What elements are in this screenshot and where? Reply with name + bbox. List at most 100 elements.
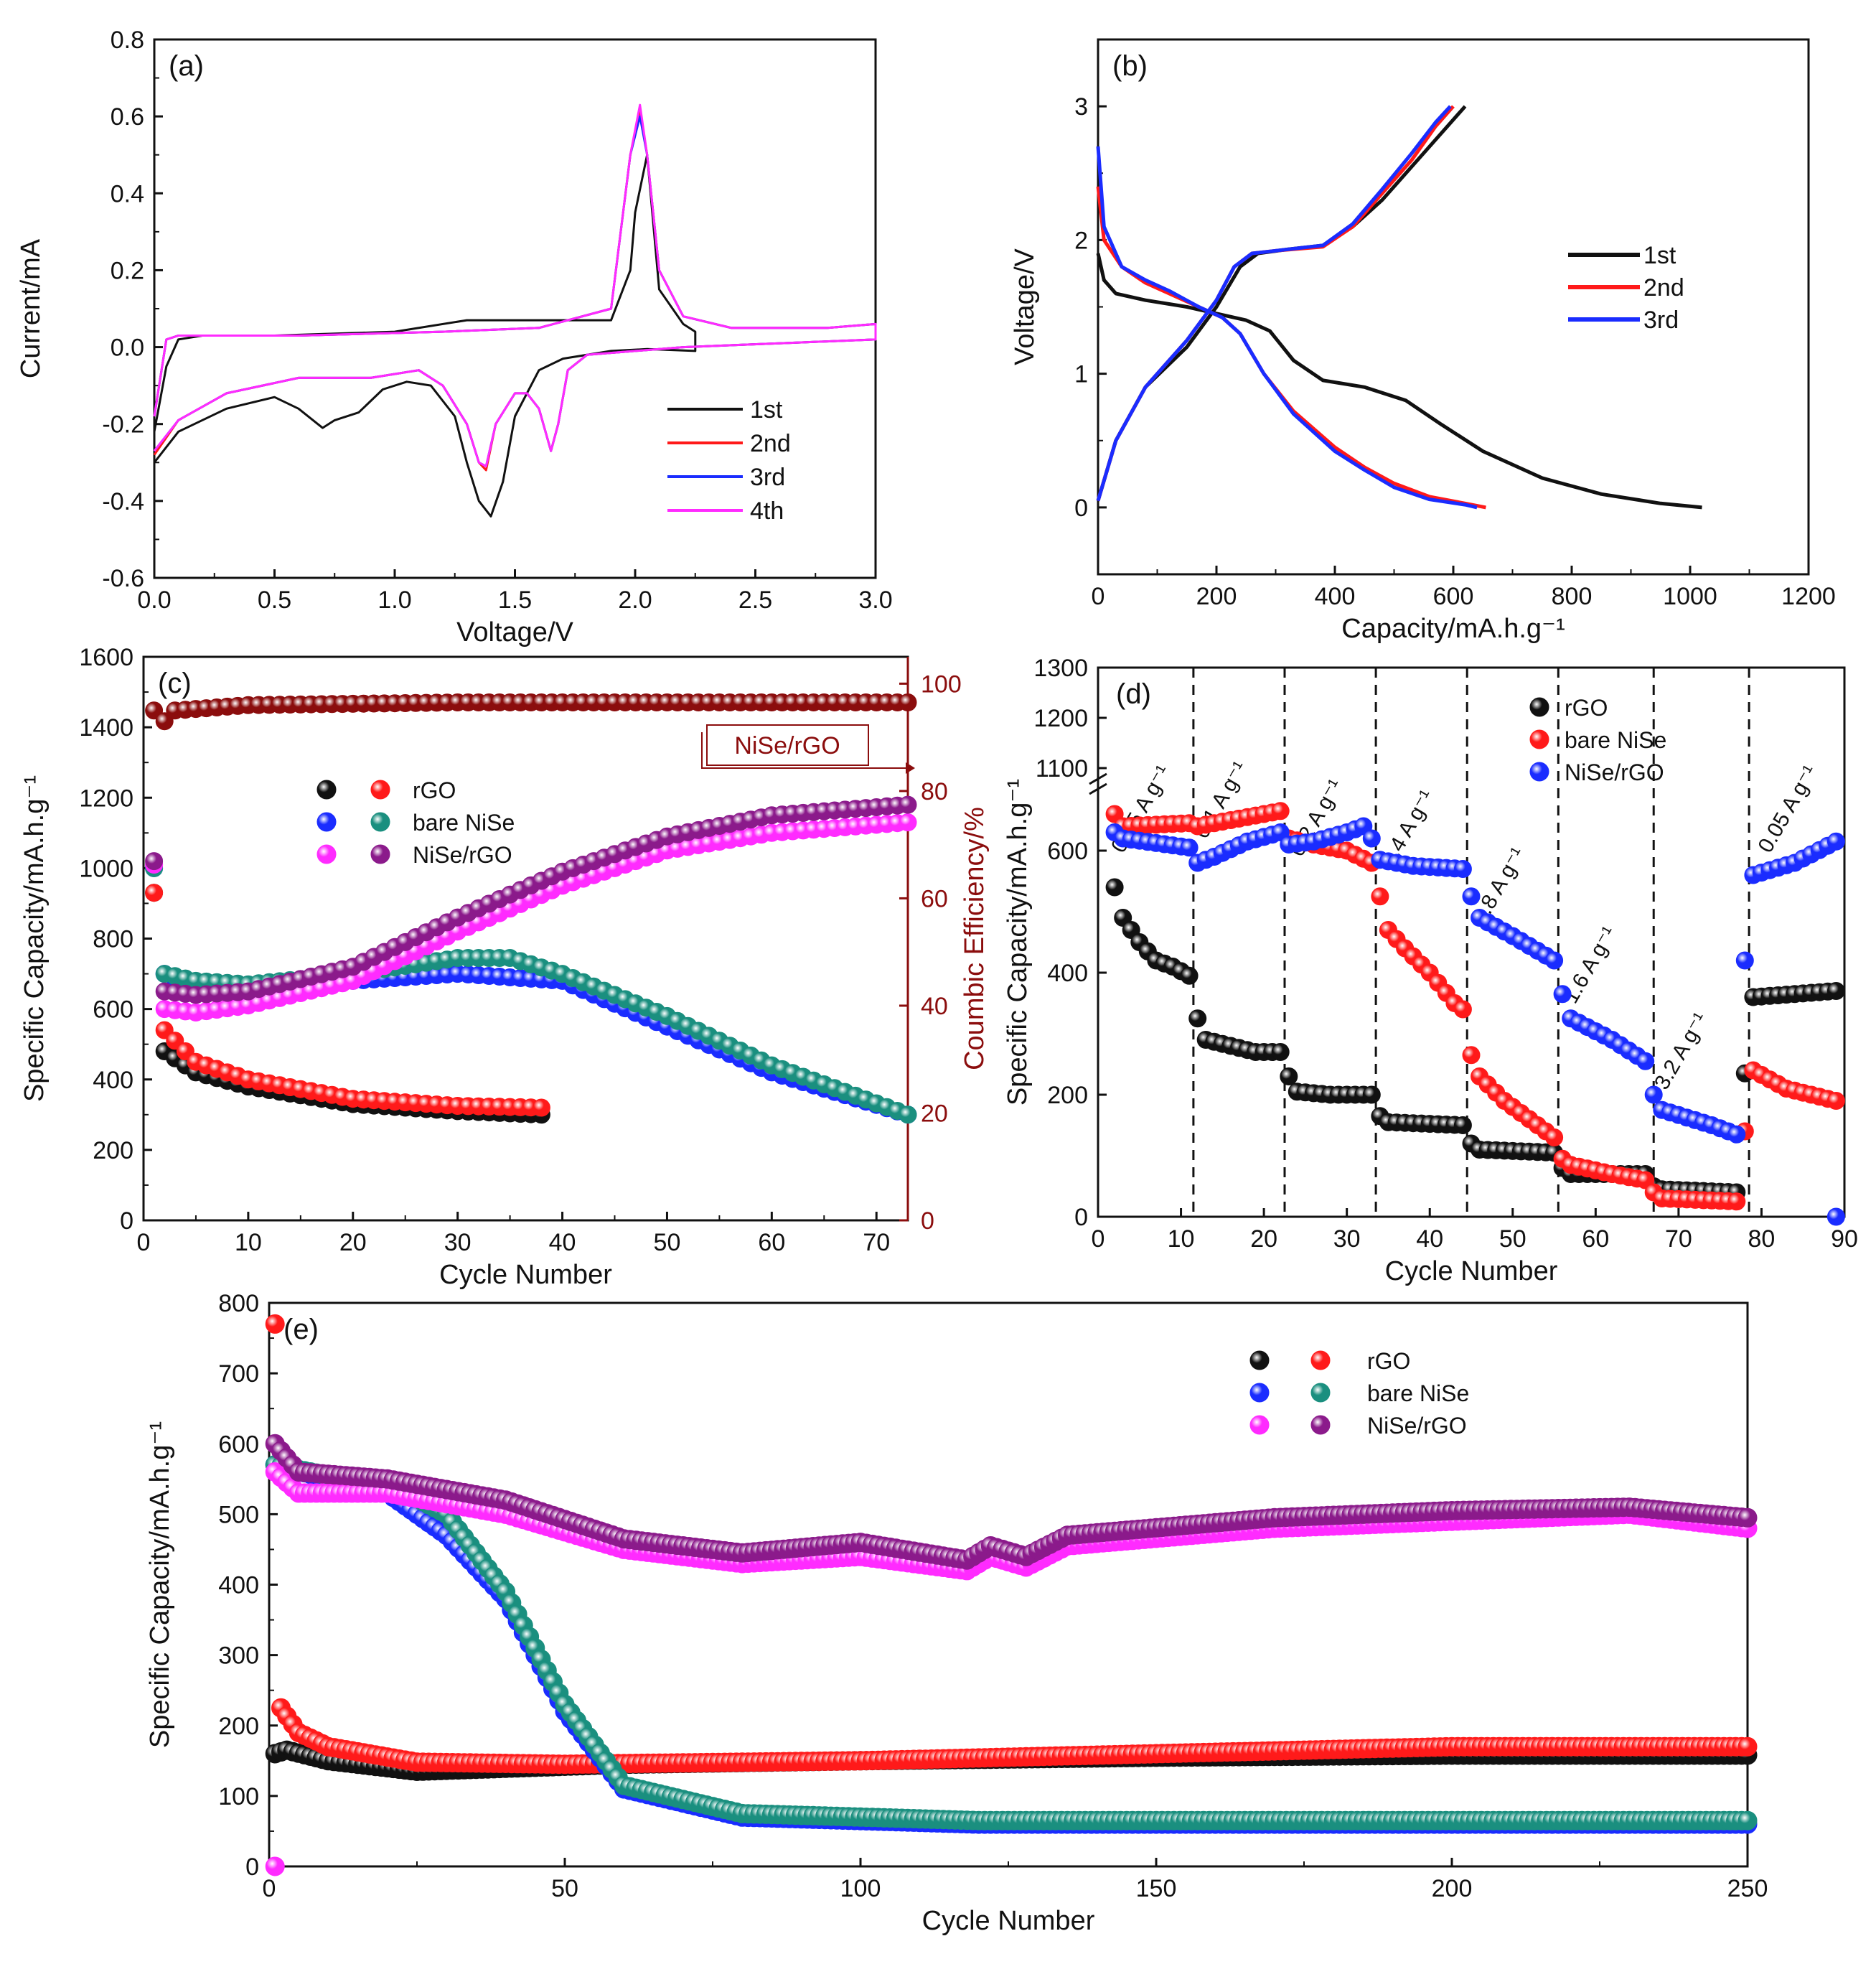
data-point-rGO-charge	[1737, 1736, 1758, 1757]
y-tick-label: 1200	[79, 785, 133, 812]
legend-marker	[1249, 1350, 1270, 1370]
legend-label: rGO	[1565, 695, 1608, 721]
y2-tick-label: 100	[921, 670, 962, 698]
legend-marker	[1529, 697, 1549, 717]
x-axis-title: Cycle Number	[439, 1260, 612, 1290]
data-point-NiSe-rGO-outlier	[1826, 1207, 1845, 1226]
y-tick-label: 200	[1047, 1082, 1088, 1109]
x-tick-label: 2.0	[618, 586, 652, 614]
legend-label: 3rd	[750, 464, 785, 491]
x-tick-label: 20	[1250, 1225, 1277, 1253]
x-tick-label: 50	[1499, 1225, 1526, 1253]
panel-label: (b)	[1112, 50, 1148, 82]
legend-label: 2nd	[1643, 274, 1684, 301]
y-tick-label: 100	[218, 1783, 259, 1810]
panel-e: 0 50 100 150 200 250 0 100 200 300 400 500 600 700 800…	[145, 1290, 1768, 1936]
data-point-bare-NiSe-charge	[899, 1105, 917, 1124]
y-tick-label: 0.6	[111, 103, 144, 131]
y-tick-label: -0.2	[102, 411, 144, 439]
legend-label: 4th	[750, 497, 784, 525]
y-tick-label: -0.4	[102, 488, 144, 515]
annotation-arrowhead	[906, 762, 915, 774]
data-point-rGO	[1280, 1067, 1298, 1085]
x-tick-label: 90	[1831, 1225, 1858, 1253]
y-tick-label: 600	[93, 996, 133, 1024]
data-point-NiSe-rGO	[1462, 887, 1481, 906]
legend-marker	[370, 844, 390, 864]
x-axis-title: Cycle Number	[922, 1906, 1095, 1936]
data-point-bare-NiSe	[1826, 1092, 1845, 1110]
data-point-NiSe-rGO	[1735, 951, 1754, 970]
data-point-rGO-charge	[532, 1098, 550, 1117]
legend-marker	[1529, 729, 1549, 749]
x-axis-title: Capacity/mA.h.g⁻¹	[1341, 614, 1565, 644]
panel-a: 0.0 0.5 1.0 1.5 2.0 2.5 3.0 -0.6 -0.4 -0.2 0.0 0.2 0…	[16, 27, 893, 647]
data-point-rGO	[1826, 982, 1845, 1000]
data-point-NiSe-rGO	[1553, 985, 1572, 1004]
x-tick-label: 400	[1315, 583, 1356, 610]
x-tick-label: 70	[863, 1229, 890, 1256]
x-tick-label: 1.0	[377, 586, 411, 614]
series-line-2nd	[1096, 186, 1486, 510]
y-axis-title: Specific Capacity/mA.h.g⁻¹	[19, 775, 50, 1102]
x-tick-label: 800	[1552, 583, 1593, 610]
y-tick-label: 1200	[1033, 705, 1088, 732]
y-tick-label: 1000	[79, 855, 133, 882]
y-tick-label: 0.4	[111, 180, 144, 207]
legend-label: 1st	[750, 396, 783, 424]
legend-marker	[1249, 1415, 1270, 1435]
y-tick-label: 1600	[79, 644, 133, 671]
data-point-rGO	[1271, 1043, 1290, 1061]
plot-frame	[1097, 666, 1846, 1218]
x-tick-label: 0.5	[258, 586, 291, 614]
y-axis-title: Current/mA	[16, 238, 46, 378]
y2-tick-label: 40	[921, 993, 948, 1020]
data-point-bare-NiSe	[1727, 1192, 1746, 1211]
data-point-NiSe-rGO	[1180, 838, 1199, 857]
legend-label: 1st	[1643, 242, 1676, 269]
y2-axis-title: Coumbic Efficiency/%	[960, 807, 990, 1070]
x-tick-label: 0	[1092, 1225, 1105, 1253]
data-point-bare-NiSe	[1371, 887, 1389, 906]
data-point-bare-NiSe	[1453, 1000, 1472, 1019]
x-tick-label: 20	[339, 1229, 367, 1256]
y-tick-label: 400	[1047, 960, 1088, 987]
data-point-NiSe-rGO	[1545, 951, 1564, 970]
legend-marker	[1310, 1350, 1331, 1370]
y-tick-label: -0.6	[102, 565, 144, 592]
y-tick-label: 0	[1074, 1204, 1088, 1231]
y-tick-label: 200	[218, 1713, 259, 1740]
data-point-bare-NiSe-charge	[1737, 1810, 1758, 1831]
series-line-3rd	[1096, 146, 1478, 510]
axis-break-mark	[1089, 772, 1107, 795]
legend-marker	[316, 812, 337, 832]
data-point-NiSe-rGO	[1362, 829, 1381, 848]
x-tick-label: 60	[758, 1229, 785, 1256]
y-tick-label: 400	[218, 1572, 259, 1599]
legend-label: NiSe/rGO	[413, 842, 512, 868]
x-tick-label: 200	[1196, 583, 1237, 610]
y-tick-label: 800	[218, 1290, 259, 1317]
y-tick-label: 800	[93, 926, 133, 953]
legend-label: 3rd	[1643, 307, 1679, 334]
x-tick-label: 50	[654, 1229, 681, 1256]
x-tick-label: 60	[1582, 1225, 1609, 1253]
annotation-arrow	[701, 732, 906, 769]
x-tick-label: 80	[1748, 1225, 1776, 1253]
y-tick-label: 200	[93, 1137, 133, 1164]
y2-tick-label: 60	[921, 885, 948, 912]
x-axis-title: Cycle Number	[1385, 1256, 1558, 1286]
data-point-NiSe-rGO	[1644, 1085, 1663, 1104]
legend-marker	[1310, 1383, 1331, 1403]
legend-label: NiSe/rGO	[1367, 1413, 1467, 1439]
legend-marker	[316, 844, 337, 864]
y-axis-title: Specific Capacity/mA.h.g⁻¹	[145, 1421, 175, 1748]
x-tick-label: 30	[444, 1229, 472, 1256]
data-point-NiSe-rGO	[1453, 860, 1472, 878]
annotation-label: NiSe/rGO	[734, 732, 840, 759]
legend-label: bare NiSe	[1565, 727, 1666, 753]
x-tick-label: 100	[840, 1875, 881, 1902]
legend-marker	[370, 780, 390, 800]
annotation-box	[706, 724, 869, 766]
